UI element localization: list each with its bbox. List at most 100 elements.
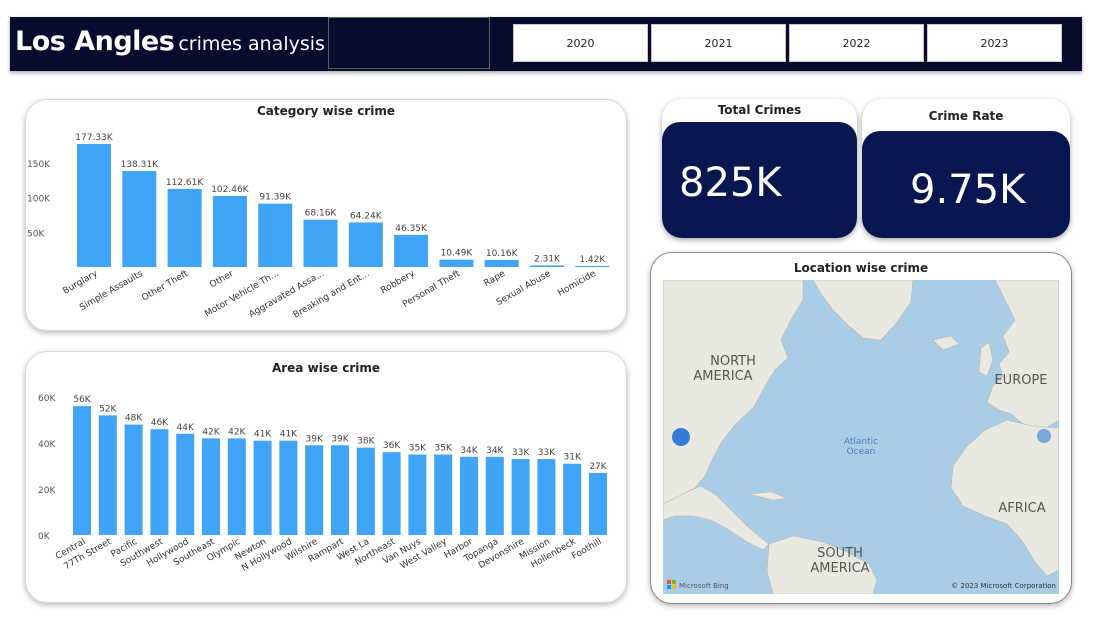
category-label: Aggravated Assa...: [247, 269, 326, 320]
category-label: Motor Vehicle Th...: [203, 269, 280, 320]
title-box: Los Angles crimes analysis: [10, 17, 329, 69]
y-tick-label: 20K: [38, 486, 56, 496]
total-crimes-card: Total Crimes 825K: [662, 99, 857, 238]
bar[interactable]: [460, 456, 478, 535]
bar[interactable]: [439, 259, 474, 267]
bar-value-label: 102.46K: [211, 185, 249, 195]
bar-value-label: 138.31K: [121, 160, 159, 170]
y-tick-label: 50K: [27, 229, 45, 239]
bar-value-label: 68.16K: [305, 209, 338, 219]
bar[interactable]: [303, 219, 338, 267]
bar[interactable]: [485, 456, 504, 535]
category-label: Breaking and Ent...: [292, 269, 371, 321]
bar[interactable]: [305, 445, 324, 535]
uk-landmass: [978, 341, 994, 377]
bar[interactable]: [122, 171, 157, 267]
crime-rate-body: 9.75K: [862, 131, 1070, 238]
europe-landmass: [986, 280, 1059, 431]
atlantic-label-line2: Ocean: [847, 447, 876, 457]
bar-value-label: 33K: [512, 448, 530, 458]
bar[interactable]: [77, 144, 111, 267]
south-america-label-line1: SOUTH: [817, 546, 863, 561]
bar-value-label: 52K: [99, 404, 117, 414]
bar[interactable]: [258, 203, 293, 267]
bar[interactable]: [484, 259, 519, 267]
iceland-landmass: [932, 335, 960, 351]
bar[interactable]: [348, 222, 383, 267]
bar[interactable]: [575, 266, 610, 268]
bar-value-label: 38K: [357, 437, 375, 447]
bing-logo-icon: [667, 580, 671, 584]
bar[interactable]: [434, 454, 453, 536]
bar[interactable]: [356, 447, 375, 535]
year-button-2020[interactable]: 2020: [513, 24, 648, 62]
atlantic-label-line1: Atlantic: [844, 437, 878, 447]
bar-value-label: 56K: [73, 395, 91, 405]
bar[interactable]: [382, 452, 401, 535]
bar-value-label: 10.16K: [486, 249, 519, 259]
total-crimes-body: 825K: [662, 122, 857, 238]
bar-value-label: 36K: [383, 441, 401, 451]
africa-label: AFRICA: [998, 501, 1045, 516]
bar-value-label: 1.42K: [579, 255, 606, 265]
bar[interactable]: [202, 438, 220, 535]
south-america-landmass: [766, 535, 878, 594]
total-crimes-value: 825K: [679, 160, 782, 206]
bar[interactable]: [124, 424, 143, 535]
category-label: Foothill: [570, 537, 603, 562]
map-point-east[interactable]: [1037, 429, 1051, 443]
category-label: Rape: [482, 269, 507, 289]
bar[interactable]: [279, 440, 298, 535]
bar-value-label: 35K: [435, 444, 453, 454]
bar-value-label: 34K: [486, 446, 504, 456]
bar[interactable]: [563, 463, 582, 535]
crime-rate-card: Crime Rate 9.75K: [862, 99, 1070, 238]
bar[interactable]: [73, 406, 91, 535]
y-tick-label: 60K: [38, 394, 56, 404]
title-main-text: Los Angles: [15, 26, 175, 57]
header-bar: Los Angles crimes analysis 2020 2021 2022…: [10, 17, 1082, 71]
bar[interactable]: [98, 415, 117, 535]
cuba-landmass: [748, 491, 788, 501]
area-chart-card: Area wise crime 60K 40K 20K 0K 56K Central 52K…: [25, 351, 627, 603]
bar-value-label: 42K: [228, 427, 246, 437]
y-tick-label: 0K: [38, 532, 51, 542]
bar-value-label: 46K: [151, 418, 169, 428]
blank-slicer-box: [328, 17, 490, 69]
north-america-label: NORTH AMERICA: [693, 354, 755, 384]
bar[interactable]: [530, 265, 564, 267]
bar-value-label: 42K: [202, 427, 220, 437]
year-button-2021[interactable]: 2021: [651, 24, 786, 62]
atlantic-ocean-label: Atlantic Ocean: [844, 437, 878, 457]
bar[interactable]: [394, 234, 429, 267]
bar[interactable]: [212, 195, 247, 267]
africa-landmass: [950, 419, 1059, 577]
bar[interactable]: [589, 472, 607, 535]
bar[interactable]: [511, 459, 530, 535]
year-button-2023[interactable]: 2023: [927, 24, 1062, 62]
bar-value-label: 10.49K: [441, 249, 474, 259]
map-point-los-angeles[interactable]: [672, 428, 690, 446]
location-map[interactable]: NORTH AMERICA EUROPE Atlantic Ocean AFRICA…: [663, 280, 1059, 594]
bar-value-label: 33K: [538, 448, 556, 458]
location-map-card: Location wise crime NORTH AMERICA EUROPE …: [650, 252, 1072, 604]
bar-value-label: 41K: [254, 430, 272, 440]
bar-value-label: 35K: [409, 444, 427, 454]
bar[interactable]: [408, 454, 427, 536]
bar[interactable]: [253, 440, 272, 535]
map-attribution-left: Microsoft Bing: [679, 582, 729, 590]
bar[interactable]: [167, 188, 202, 267]
bar-value-label: 91.39K: [259, 193, 292, 203]
year-button-2022[interactable]: 2022: [789, 24, 924, 62]
bar[interactable]: [227, 438, 246, 535]
bing-logo-icon-2: [672, 580, 676, 584]
bar[interactable]: [150, 429, 169, 535]
bar[interactable]: [537, 459, 556, 535]
bar[interactable]: [331, 445, 349, 535]
south-america-label-line2: AMERICA: [810, 561, 869, 576]
bar-value-label: 112.61K: [166, 178, 204, 188]
bar[interactable]: [176, 433, 195, 535]
category-label: Burglary: [61, 269, 100, 297]
bar-value-label: 48K: [125, 414, 143, 424]
north-america-label-line2: AMERICA: [693, 369, 752, 384]
